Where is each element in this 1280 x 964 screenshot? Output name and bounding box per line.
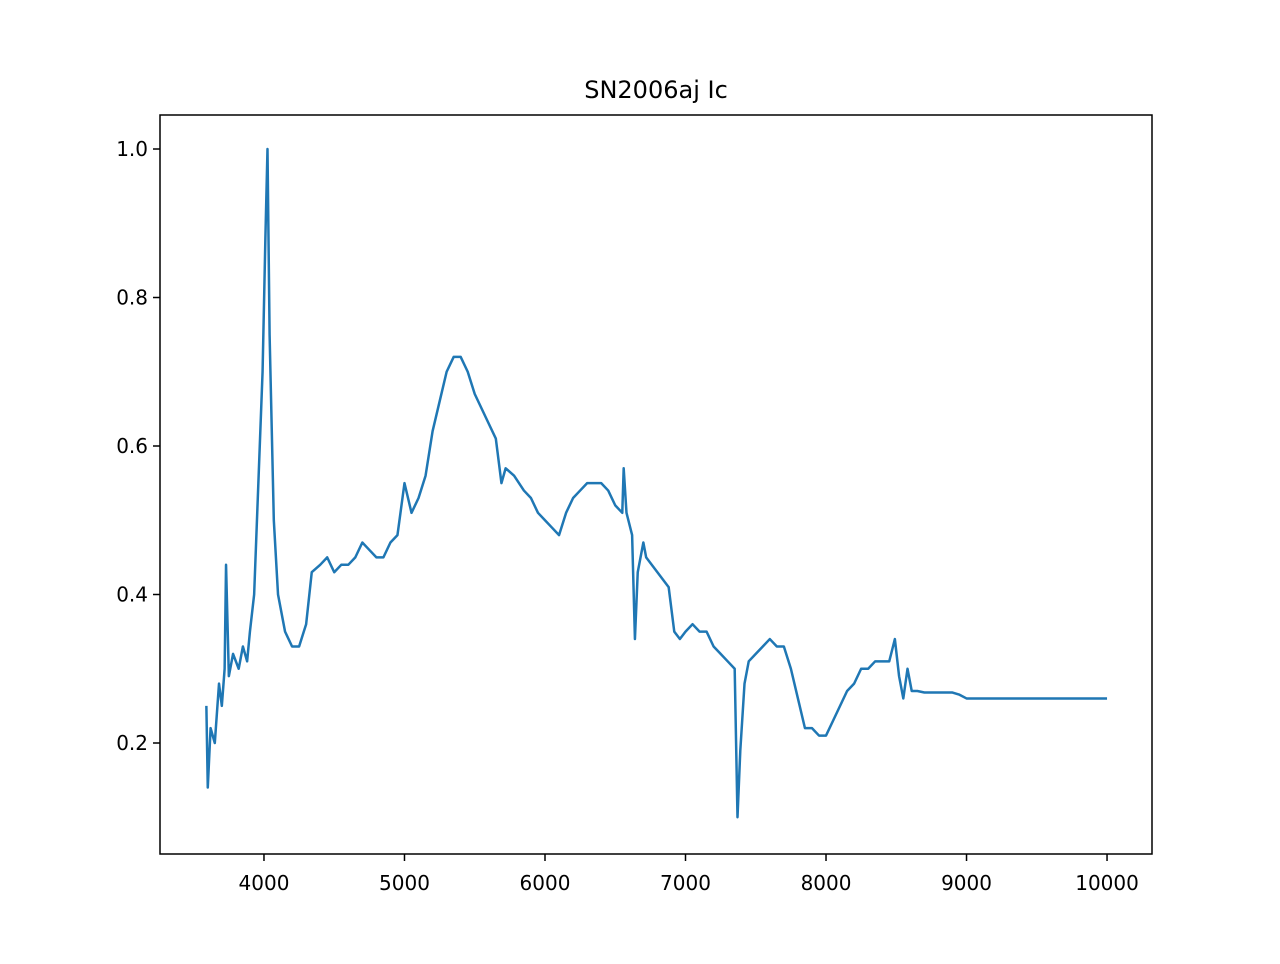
y-tick-label: 0.6 xyxy=(116,434,148,458)
x-tick-label: 5000 xyxy=(379,871,430,895)
y-tick-label: 0.4 xyxy=(116,582,148,606)
x-tick-label: 7000 xyxy=(660,871,711,895)
spectrum-line xyxy=(205,147,1108,819)
y-tick-label: 1.0 xyxy=(116,137,148,161)
x-tick-label: 10000 xyxy=(1075,871,1139,895)
y-tick-label: 0.8 xyxy=(116,286,148,310)
x-tick-label: 8000 xyxy=(801,871,852,895)
chart-title: SN2006aj Ic xyxy=(584,76,728,104)
x-tick-label: 4000 xyxy=(239,871,290,895)
x-tick-label: 9000 xyxy=(941,871,992,895)
y-tick-label: 0.2 xyxy=(116,731,148,755)
plot-frame xyxy=(159,114,1153,855)
x-tick-label: 6000 xyxy=(520,871,571,895)
